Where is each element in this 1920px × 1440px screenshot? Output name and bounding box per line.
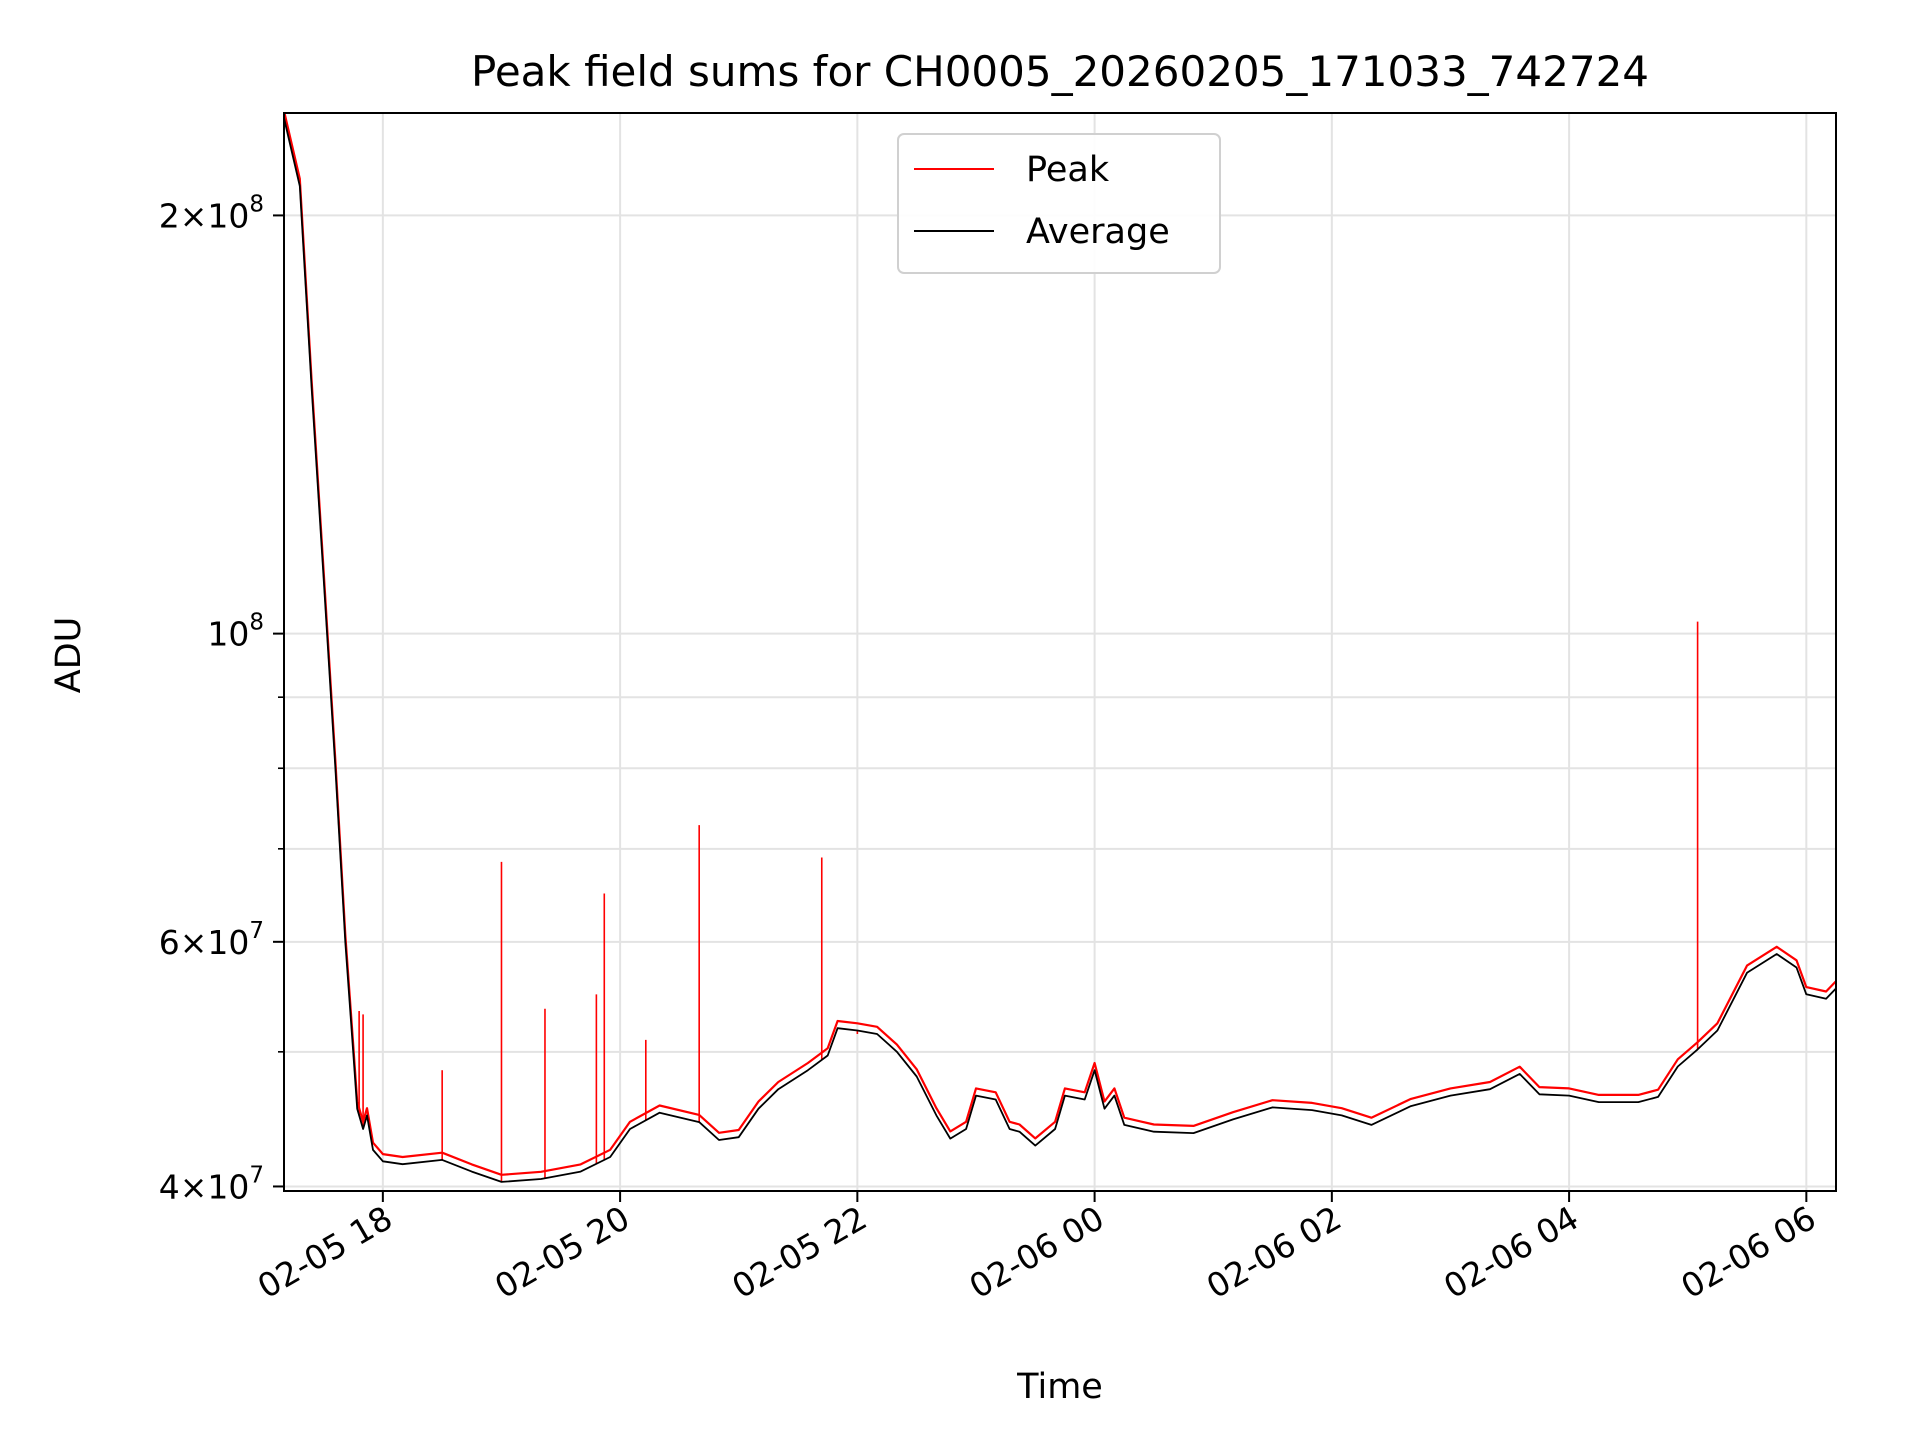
y-tick-label-0: 4×107 (159, 1162, 264, 1206)
y-tick-label-3: 2×108 (159, 191, 264, 235)
y-axis: 4×107 6×107 108 2×108 (159, 191, 284, 1206)
plot-frame (283, 112, 1837, 1192)
series-line-peak (284, 113, 1836, 1176)
y-axis-label: ADU (49, 617, 89, 694)
x-tick-label-6: 02-06 06 (1674, 1198, 1822, 1306)
series-layer (284, 113, 1836, 1183)
y-tick-label-2: 108 (207, 610, 264, 654)
chart-title: Peak field sums for CH0005_20260205_1710… (471, 47, 1649, 96)
grid (284, 113, 1836, 1191)
plot-area (284, 113, 1836, 1183)
x-axis: 02-05 18 02-05 20 02-05 22 02-06 00 02-06 02… (251, 1191, 1822, 1306)
x-tick-label-5: 02-06 04 (1437, 1198, 1585, 1306)
legend: Peak Average (897, 133, 1221, 274)
x-tick-label-1: 02-05 20 (488, 1198, 636, 1306)
series-line-average (284, 117, 1836, 1183)
y-tick-label-1: 6×107 (159, 918, 264, 962)
x-tick-label-4: 02-06 02 (1200, 1198, 1348, 1306)
legend-label-peak: Peak (1026, 150, 1110, 190)
x-tick-label-0: 02-05 18 (251, 1198, 399, 1306)
x-tick-label-2: 02-05 22 (725, 1198, 873, 1306)
x-axis-label: Time (1016, 1367, 1103, 1407)
x-tick-label-3: 02-06 00 (963, 1198, 1111, 1306)
legend-label-average: Average (1026, 212, 1170, 252)
